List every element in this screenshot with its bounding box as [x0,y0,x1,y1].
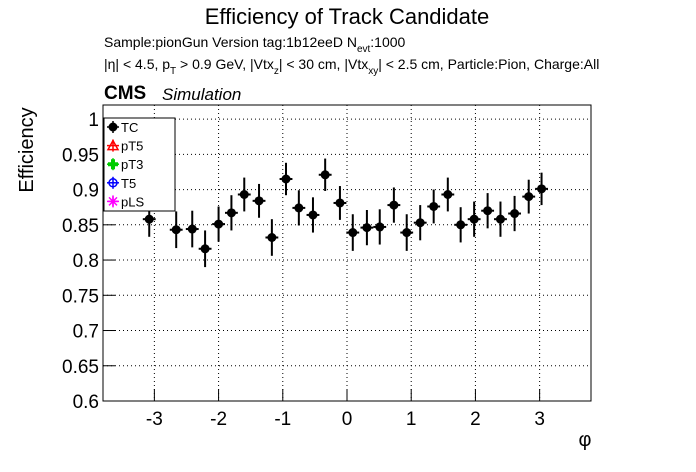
data-point [214,219,224,229]
legend-marker [106,139,120,151]
legend-marker [108,159,118,170]
data-point [362,223,372,233]
subscript: T [170,66,176,77]
data-point [389,200,399,210]
data-point [537,184,547,194]
subscript: xy [368,66,378,77]
subtitle-part: |η| < 4.5, p [104,56,170,72]
y-tick-label: 0.85 [62,216,99,237]
experiment-note: Simulation [162,85,241,104]
x-tick-label: -1 [274,409,291,430]
legend-marker [108,122,118,132]
legend-label: TC [121,120,138,135]
data-point [171,225,181,235]
data-point [495,214,505,224]
subtitle-part: | < 2.5 cm, Particle:Pion, Charge:All [378,56,599,72]
data-point [415,218,425,228]
data-point [483,206,493,216]
data-point [267,232,277,242]
y-tick-label: 1 [88,110,99,131]
x-tick-label: -2 [210,409,227,430]
data-point [524,192,534,202]
data-point [144,214,154,224]
legend-label: pLS [121,194,144,209]
y-tick-label: 0.65 [62,357,99,378]
legend-label: pT3 [121,157,143,172]
y-tick-label: 0.75 [62,286,99,307]
data-point [402,228,412,238]
data-point [348,228,358,238]
subtitle: |η| < 4.5, pT > 0.9 GeV, |Vtxz| < 30 cm,… [104,56,599,77]
y-tick-label: 0.7 [73,322,99,343]
y-tick-label: 0.95 [62,145,99,166]
subtitle-part: > 0.9 GeV, |Vtx [176,56,274,72]
data-point [200,244,210,254]
data-point [320,170,330,180]
data-point [375,222,385,232]
subtitle-part: | < 30 cm, |Vtx [279,56,368,72]
chart-title: Efficiency of Track Candidate [205,4,490,29]
subtitle-part: :1000 [370,34,405,50]
data-point [429,201,439,211]
data-point [281,174,291,184]
subtitle-part: Sample:pionGun Version tag:1b12eeD N [104,34,357,50]
data-point [469,214,479,224]
data-point [308,210,318,220]
legend-label: pT5 [121,139,143,154]
y-tick-label: 0.8 [73,251,99,272]
data-point [456,220,466,230]
data-point [294,203,304,213]
x-tick-label: -3 [146,409,163,430]
subscript: z [274,66,279,77]
x-axis-label: φ [579,429,592,451]
subtitle: Sample:pionGun Version tag:1b12eeD Nevt:… [104,34,406,55]
x-tick-label: 0 [342,409,353,430]
legend-marker [108,196,118,207]
x-tick-label: 3 [534,409,545,430]
data-point [254,196,264,206]
legend-marker [108,178,118,188]
data-point [335,198,345,208]
x-tick-label: 2 [470,409,481,430]
data-point [510,209,520,219]
data-point [226,208,236,218]
y-tick-label: 0.6 [73,392,99,413]
data-point [443,190,453,200]
legend-label: T5 [121,176,136,191]
y-tick-label: 0.9 [73,181,99,202]
data-point [187,224,197,234]
subscript: evt [357,44,371,55]
experiment: CMS [104,83,146,104]
data-point [239,190,249,200]
x-tick-label: 1 [406,409,417,430]
y-axis-label: Efficiency [16,107,38,192]
